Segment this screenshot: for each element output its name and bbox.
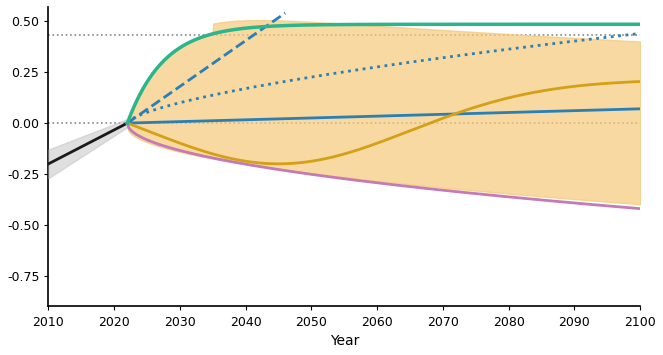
X-axis label: Year: Year <box>330 334 359 348</box>
